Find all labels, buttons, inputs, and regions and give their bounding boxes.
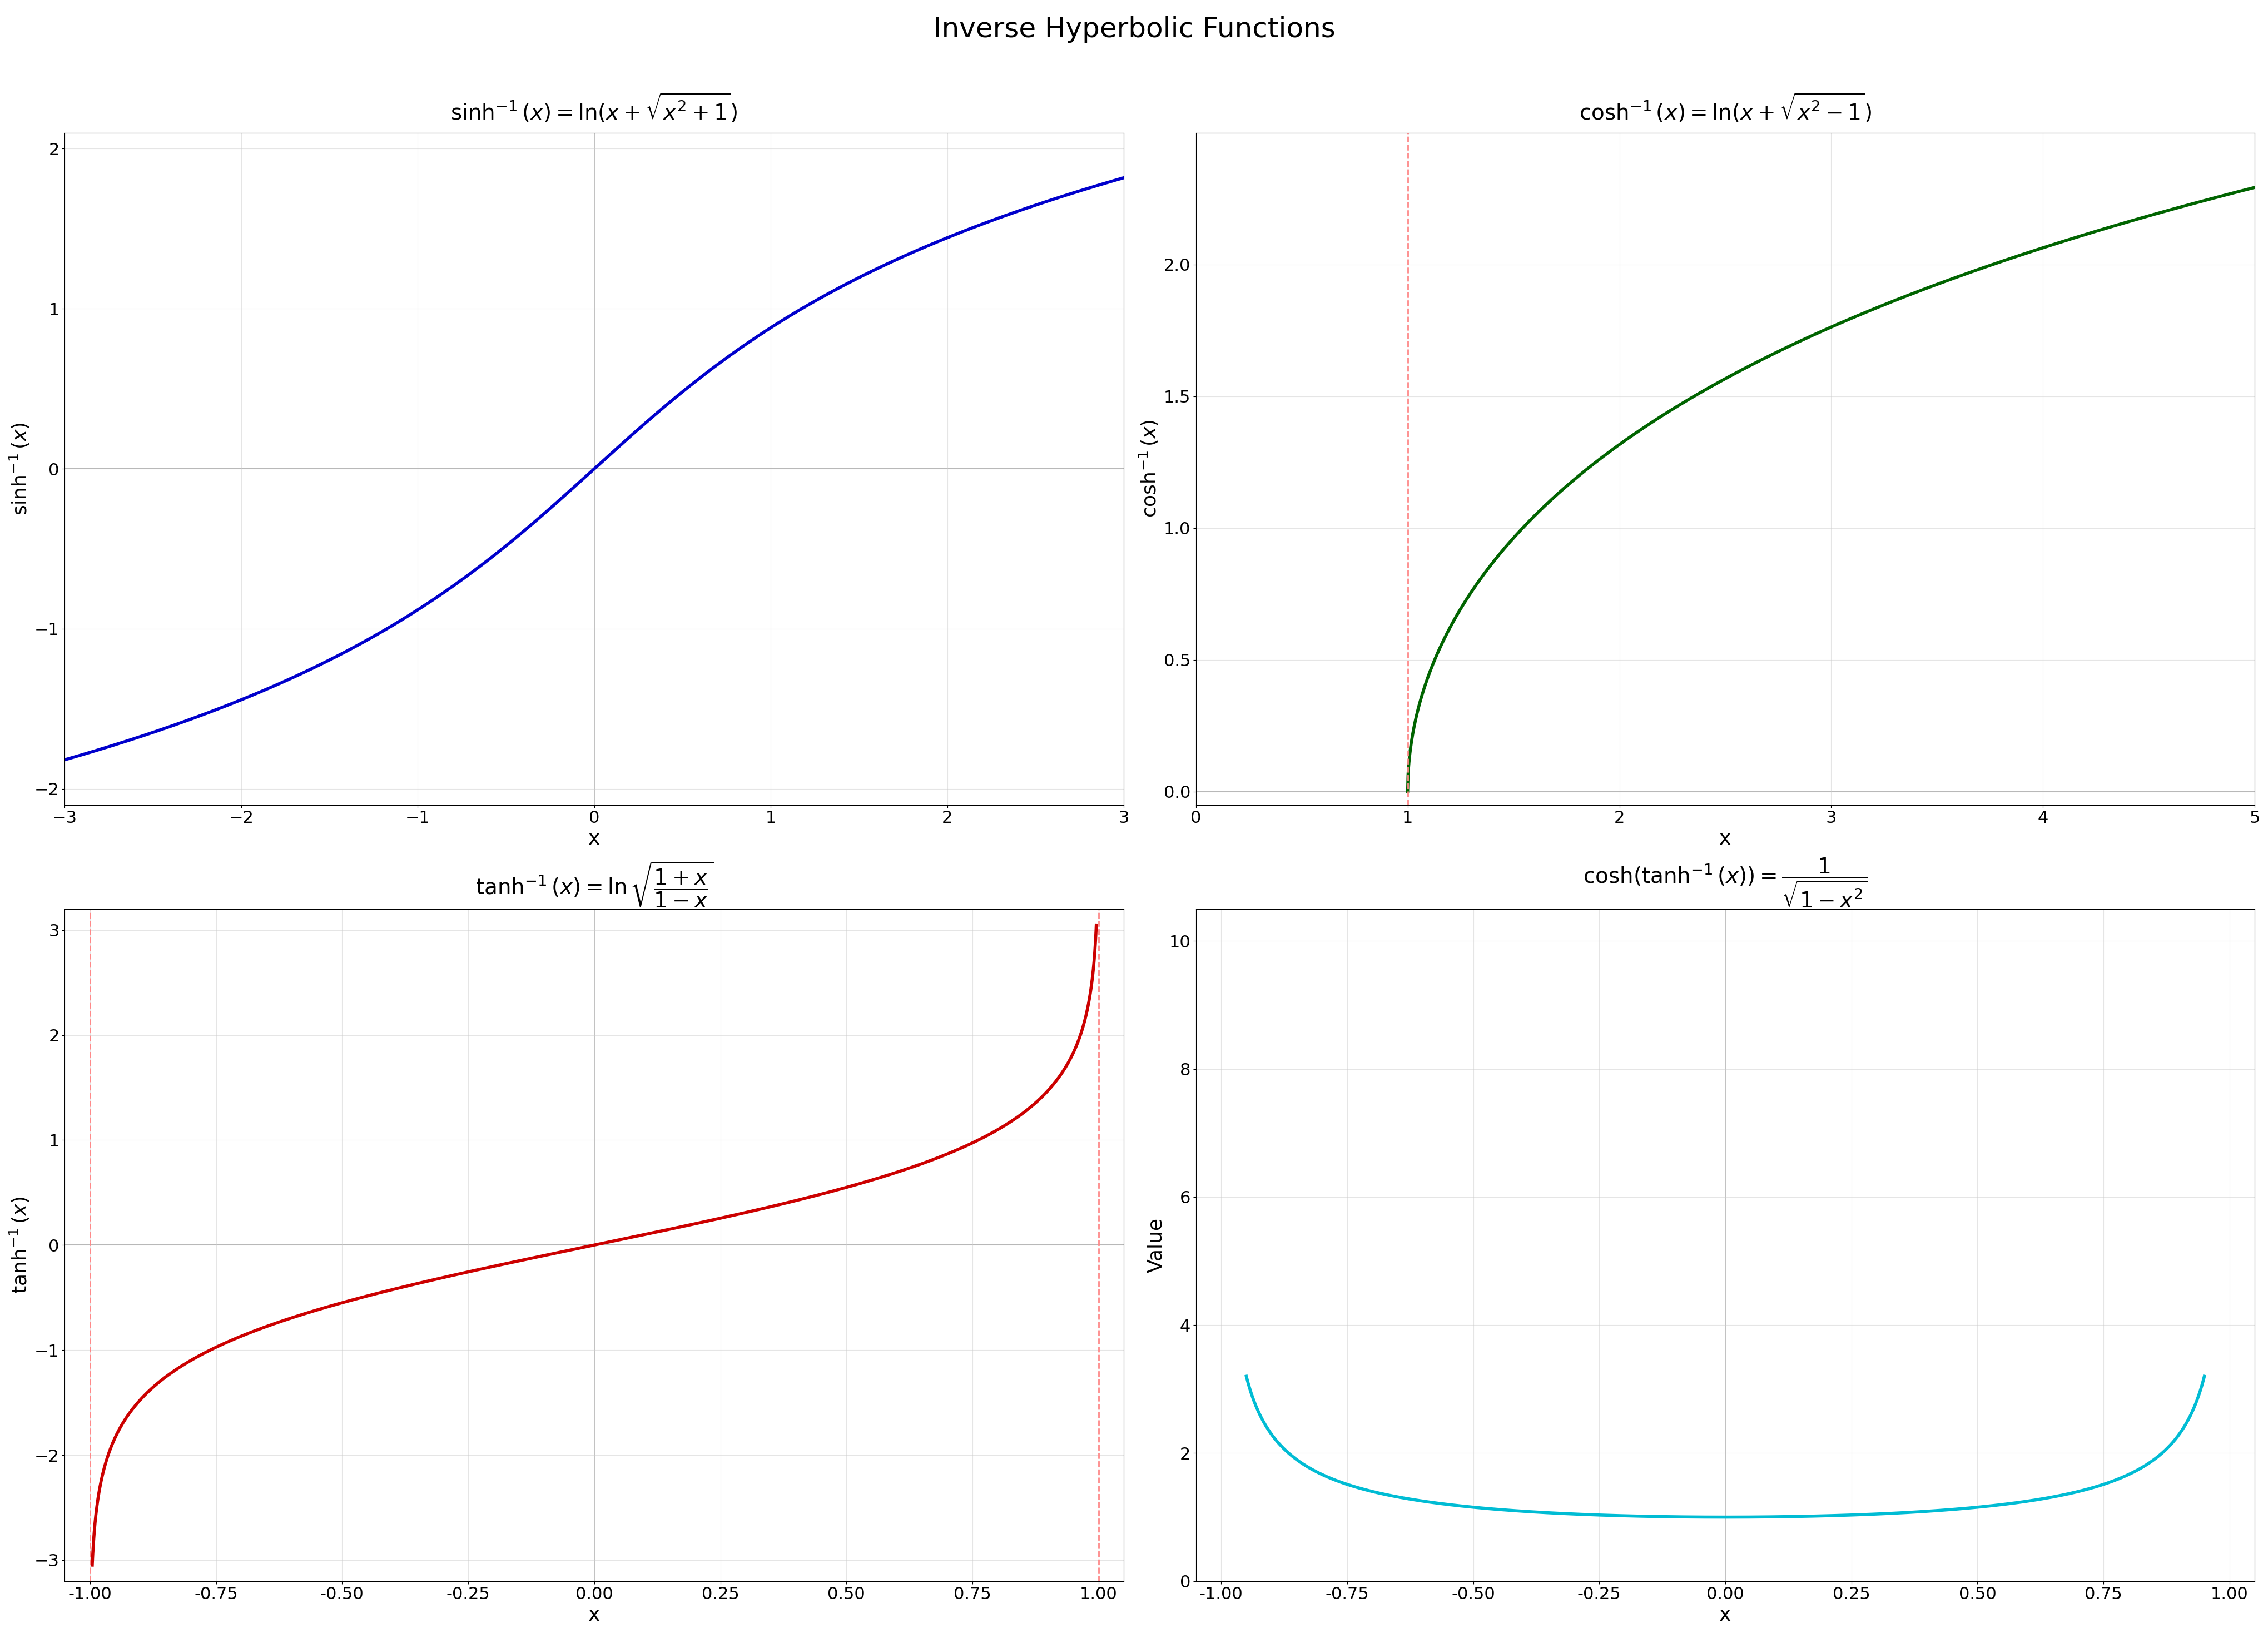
Y-axis label: $\cosh^{-1}(x)$: $\cosh^{-1}(x)$	[1136, 420, 1161, 518]
Title: $\cosh^{-1}(x) = \ln(x + \sqrt{x^2 - 1})$: $\cosh^{-1}(x) = \ln(x + \sqrt{x^2 - 1})…	[1579, 93, 1871, 124]
Y-axis label: $\sinh^{-1}(x)$: $\sinh^{-1}(x)$	[9, 423, 32, 516]
Text: Inverse Hyperbolic Functions: Inverse Hyperbolic Functions	[932, 16, 1336, 42]
X-axis label: x: x	[1719, 1605, 1730, 1625]
Y-axis label: Value: Value	[1148, 1218, 1166, 1272]
X-axis label: x: x	[587, 830, 601, 849]
Title: $\cosh(\tanh^{-1}(x)) = \dfrac{1}{\sqrt{1-x^2}}$: $\cosh(\tanh^{-1}(x)) = \dfrac{1}{\sqrt{…	[1583, 857, 1867, 910]
Title: $\tanh^{-1}(x) = \ln\sqrt{\dfrac{1+x}{1-x}}$: $\tanh^{-1}(x) = \ln\sqrt{\dfrac{1+x}{1-…	[474, 859, 712, 910]
X-axis label: x: x	[1719, 830, 1730, 849]
Title: $\sinh^{-1}(x) = \ln(x + \sqrt{x^2 + 1})$: $\sinh^{-1}(x) = \ln(x + \sqrt{x^2 + 1})…	[451, 93, 737, 124]
Y-axis label: $\tanh^{-1}(x)$: $\tanh^{-1}(x)$	[9, 1197, 32, 1293]
X-axis label: x: x	[587, 1605, 601, 1625]
